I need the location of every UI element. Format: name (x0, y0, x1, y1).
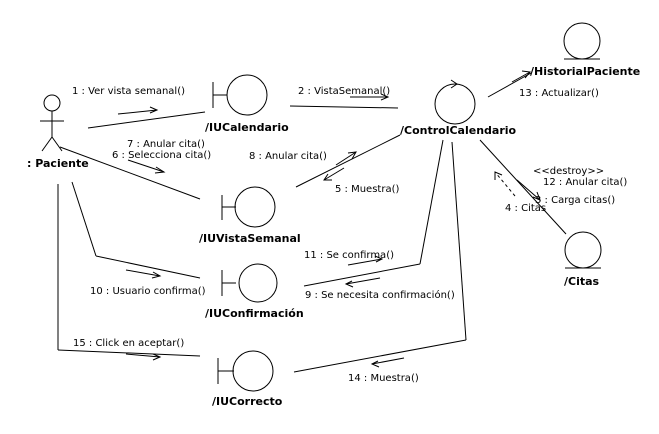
link-paciente-iucalendario (87, 111, 206, 129)
arrow-m5 (323, 167, 345, 181)
message-label-m9: 9 : Se necesita confirmación() (305, 289, 455, 301)
message-labels: 1 : Ver vista semanal() 2 : VistaSemanal… (72, 86, 627, 384)
link-iuvistasemanal-control (295, 134, 401, 188)
arrow-m11 (347, 258, 383, 266)
message-label-destroy: <<destroy>> (533, 166, 604, 177)
entity-historialpaciente[interactable]: /HistorialPaciente (530, 22, 640, 78)
link-paciente-iuconfirmacion-a (71, 181, 97, 257)
link-lines (57, 72, 567, 373)
arrow-m13-head (521, 70, 531, 79)
message-arrows (117, 70, 541, 368)
message-label-m3: 3 : Carga citas() (535, 195, 615, 206)
arrow-m2-head (380, 93, 390, 101)
boundary-icon (212, 74, 268, 116)
link-iucorrecto-control-a (293, 339, 467, 373)
message-label-m10: 10 : Usuario confirma() (90, 286, 206, 297)
message-label-m4: 4 : Citas (505, 203, 546, 214)
arrow-m4-head (494, 171, 503, 180)
message-label-m8: 8 : Anular cita() (249, 151, 327, 162)
boundary-icon (217, 350, 274, 392)
link-iucalendario-control (289, 105, 399, 109)
object-label: /IUCorrecto (212, 395, 283, 408)
arrow-m1 (117, 109, 158, 115)
message-label-m14: 14 : Muestra() (348, 373, 419, 384)
object-label: /IUCalendario (205, 121, 289, 134)
boundary-iuconfirmacion[interactable]: /IUConfirmación (205, 263, 304, 320)
arrow-m6 (127, 159, 165, 173)
arrow-m12 (516, 179, 541, 201)
entity-icon (563, 22, 601, 60)
actor-icon (40, 94, 64, 152)
arrow-m14-head (370, 360, 380, 368)
arrow-m10 (125, 269, 161, 277)
message-label-m11: 11 : Se confirma() (304, 250, 394, 261)
arrow-m5-head (323, 173, 332, 181)
arrow-m8 (335, 151, 357, 166)
actor-paciente[interactable]: : Paciente (27, 94, 89, 170)
link-control-citas (479, 139, 567, 235)
message-label-m13: 13 : Actualizar() (519, 88, 599, 99)
arrow-m13 (511, 71, 531, 83)
object-label: /IUVistaSemanal (199, 232, 301, 245)
object-label: /ControlCalendario (400, 124, 517, 137)
actor-paciente-label: : Paciente (27, 157, 89, 170)
message-label-m12: 12 : Anular cita() (543, 177, 627, 188)
arrow-m11-head (374, 255, 384, 263)
message-label-m6: 6 : Selecciona cita() (112, 150, 211, 161)
message-label-m1: 1 : Ver vista semanal() (72, 86, 185, 97)
link-iuconfirmacion-control-b (419, 139, 444, 265)
link-paciente-iucorrecto-b (57, 349, 201, 357)
message-label-m15: 15 : Click en aceptar() (73, 338, 184, 349)
control-controlcalendario[interactable]: /ControlCalendario (400, 79, 517, 137)
object-label: /IUConfirmación (205, 307, 304, 320)
entity-citas[interactable]: /Citas (564, 231, 602, 288)
arrow-m4 (494, 171, 516, 197)
message-label-m7: 7 : Anular cita() (127, 139, 205, 150)
link-iuconfirmacion-control-a (303, 263, 421, 287)
boundary-iucorrecto[interactable]: /IUCorrecto (212, 350, 283, 408)
link-paciente-iuconfirmacion-b (95, 255, 201, 279)
boundary-icon (221, 186, 276, 228)
arrow-m15-head (152, 353, 162, 361)
arrow-m10-head (151, 271, 162, 279)
link-paciente-iuvistasemanal (59, 146, 201, 200)
entity-icon (564, 231, 602, 269)
arrow-m9 (345, 277, 381, 285)
boundary-iuvistasemanal[interactable]: /IUVistaSemanal (199, 186, 301, 245)
link-iucorrecto-control-b (451, 141, 467, 341)
arrow-m8-head (347, 151, 357, 160)
arrow-m15 (125, 353, 161, 358)
control-icon (434, 79, 476, 125)
link-control-historial (487, 72, 532, 98)
message-label-m5: 5 : Muestra() (335, 184, 399, 195)
arrow-m6-head (154, 166, 166, 174)
arrow-m1-head (149, 106, 159, 114)
message-label-m2: 2 : VistaSemanal() (298, 86, 390, 97)
boundary-icon (221, 263, 278, 303)
object-label: /HistorialPaciente (530, 65, 640, 78)
object-label: /Citas (564, 275, 600, 288)
arrow-m14 (371, 357, 405, 365)
boundary-iucalendario[interactable]: /IUCalendario (205, 74, 289, 134)
arrow-m9-head (344, 280, 354, 288)
arrow-m12-head (532, 191, 541, 201)
